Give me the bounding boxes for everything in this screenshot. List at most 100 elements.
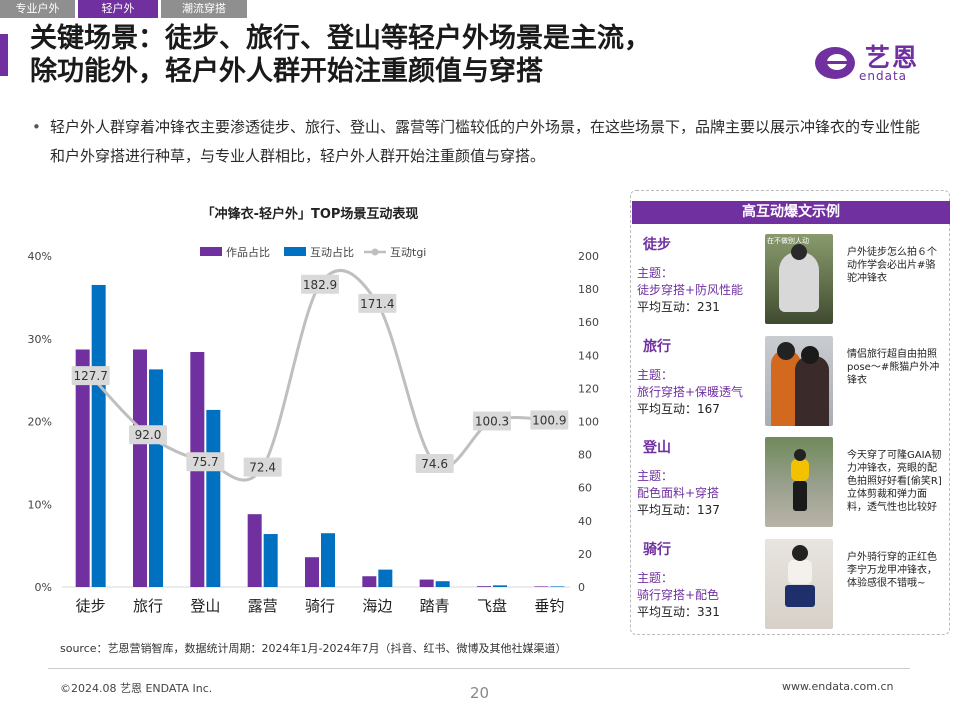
case-name: 徒步 — [643, 237, 671, 253]
footer-website[interactable]: www.endata.com.cn — [782, 680, 894, 693]
tgi-label-box — [530, 410, 569, 430]
bar-work-share — [477, 586, 491, 587]
tgi-data-label: 100.9 — [532, 414, 566, 428]
bar-interaction-share — [149, 369, 163, 587]
bar-interaction-share — [435, 581, 450, 587]
tgi-data-label: 171.4 — [360, 297, 394, 311]
logo-en-text: endata — [859, 69, 908, 83]
tgi-label-box — [301, 274, 339, 294]
x-category-label: 旅行 — [133, 597, 163, 615]
summary-bullet: 轻户外人群穿着冲锋衣主要渗透徒步、旅行、登山、露营等门槛较低的户外场景，在这些场… — [50, 118, 921, 165]
case-hiking[interactable]: 徒步 主题： 徒步穿搭+防风性能 平均互动：231 在不做别人动 户外徒步怎么拍… — [637, 234, 947, 334]
bar-interaction-share — [263, 534, 278, 587]
logo-mark-icon — [815, 47, 855, 79]
page-title: 关键场景：徒步、旅行、登山等轻户外场景是主流， 除功能外，轻户外人群开始注重颜值… — [30, 22, 651, 88]
legend-swatch — [200, 247, 222, 256]
case-photo-hiking[interactable]: 在不做别人动 — [765, 234, 833, 324]
bullet-dot: • — [32, 118, 41, 136]
x-category-label: 海边 — [362, 597, 392, 615]
bar-interaction-share — [378, 569, 393, 587]
y-left-tick-label: 0% — [35, 581, 52, 594]
scene-interaction-chart: 0% 10% 20% 30% 40% 0 20 40 60 80 100 120 140 160 180 20… — [28, 245, 599, 615]
y-right-tick-label: 80 — [578, 449, 592, 462]
page-number: 20 — [470, 684, 490, 702]
case-photo-overlay-text: 在不做别人动 — [767, 237, 809, 245]
y-right-tick-label: 0 — [578, 581, 585, 594]
case-photo-cycling[interactable] — [765, 539, 833, 629]
legend-swatch — [371, 248, 379, 256]
bar-work-share — [133, 349, 147, 587]
title-accent-bar — [0, 34, 8, 76]
legend-label: 互动占比 — [310, 245, 354, 259]
tgi-label-box — [129, 425, 167, 445]
case-topic-label: 主题： — [637, 571, 674, 585]
tgi-data-label: 100.3 — [475, 415, 509, 429]
tgi-data-label: 92.0 — [135, 428, 162, 442]
case-caption: 户外骑行穿的正红色李宁万龙甲冲锋衣，体验感很不错哦~ — [847, 552, 937, 589]
tab-light-outdoor[interactable]: 轻户外 — [78, 0, 158, 18]
footer-divider — [48, 668, 910, 669]
case-avg-interaction: 平均互动：137 — [637, 503, 720, 517]
bar-interaction-share — [91, 284, 106, 587]
y-right-tick-label: 200 — [578, 250, 599, 263]
bar-work-share — [419, 579, 434, 587]
endata-logo: 艺恩 endata — [813, 38, 928, 88]
legend-swatch — [284, 247, 306, 256]
case-climbing[interactable]: 登山 主题： 配色面料+穿搭 平均互动：137 今天穿了可隆GAIA韧力冲锋衣，… — [637, 437, 947, 537]
top-tabs: 专业户外 轻户外 潮流穿搭 — [0, 0, 250, 18]
legend-label: 互动tgi — [390, 246, 426, 259]
y-left-tick-label: 10% — [28, 498, 52, 511]
y-left-tick-label: 30% — [28, 333, 52, 346]
y-right-tick-label: 60 — [578, 482, 592, 495]
tgi-label-box — [358, 293, 397, 313]
y-right-tick-label: 40 — [578, 515, 592, 528]
tgi-data-label: 182.9 — [303, 278, 337, 292]
case-caption: 情侣旅行超自由拍照pose～#熊猫户外冲锋衣 — [847, 349, 940, 386]
case-topic: 骑行穿搭+配色 — [637, 588, 720, 602]
x-category-label: 徒步 — [76, 597, 106, 615]
bar-interaction-share — [493, 585, 507, 587]
case-travel[interactable]: 旅行 主题： 旅行穿搭+保暖透气 平均互动：167 情侣旅行超自由拍照pose～… — [637, 336, 947, 436]
examples-panel-title: 高互动爆文示例 — [632, 201, 950, 224]
case-topic-label: 主题： — [637, 266, 674, 280]
tgi-label-box — [71, 366, 110, 386]
bar-work-share — [305, 557, 319, 587]
tgi-label-box — [243, 457, 282, 477]
y-right-tick-label: 20 — [578, 548, 592, 561]
tgi-data-label: 75.7 — [192, 455, 219, 469]
tab-pro-outdoor[interactable]: 专业户外 — [0, 0, 75, 18]
case-photo-climbing[interactable] — [765, 437, 833, 527]
tgi-label-box — [186, 452, 225, 472]
x-category-label: 登山 — [190, 597, 220, 615]
case-cycling[interactable]: 骑行 主题： 骑行穿搭+配色 平均互动：331 户外骑行穿的正红色李宁万龙甲冲锋… — [637, 539, 947, 639]
case-avg-interaction: 平均互动：331 — [637, 605, 720, 619]
x-category-label: 飞盘 — [477, 597, 507, 615]
x-category-label: 踏青 — [420, 597, 450, 615]
y-right-tick-label: 100 — [578, 416, 599, 429]
case-name: 骑行 — [643, 542, 671, 558]
case-avg-interaction: 平均互动：231 — [637, 300, 720, 314]
x-category-label: 露营 — [248, 597, 278, 615]
examples-panel — [630, 190, 950, 635]
x-category-label: 垂钓 — [534, 597, 564, 615]
tab-trend-outfit[interactable]: 潮流穿搭 — [161, 0, 247, 18]
tgi-label-box — [415, 454, 454, 474]
logo-cn-text: 艺恩 — [865, 43, 920, 72]
case-topic: 配色面料+穿搭 — [637, 486, 720, 500]
case-topic-label: 主题： — [637, 469, 674, 483]
case-photo-travel[interactable] — [765, 336, 833, 426]
case-caption: 户外徒步怎么拍６个动作学会必出片#骆驼冲锋衣 — [847, 247, 937, 284]
case-name: 登山 — [643, 440, 671, 456]
y-right-tick-label: 180 — [578, 283, 599, 296]
y-left-tick-label: 20% — [28, 416, 52, 429]
case-topic: 旅行穿搭+保暖透气 — [637, 385, 744, 399]
footer-copyright: ©2024.08 艺恩 ENDATA Inc. — [60, 682, 213, 695]
y-left-tick-label: 40% — [28, 250, 52, 263]
tgi-data-label: 72.4 — [249, 461, 276, 475]
bar-interaction-share — [550, 586, 565, 587]
chart-title: 「冲锋衣-轻户外」TOP场景互动表现 — [201, 207, 419, 222]
y-right-tick-label: 120 — [578, 382, 599, 395]
tgi-data-label: 127.7 — [73, 369, 107, 383]
y-right-tick-label: 160 — [578, 316, 599, 329]
y-right-tick-label: 140 — [578, 349, 599, 362]
